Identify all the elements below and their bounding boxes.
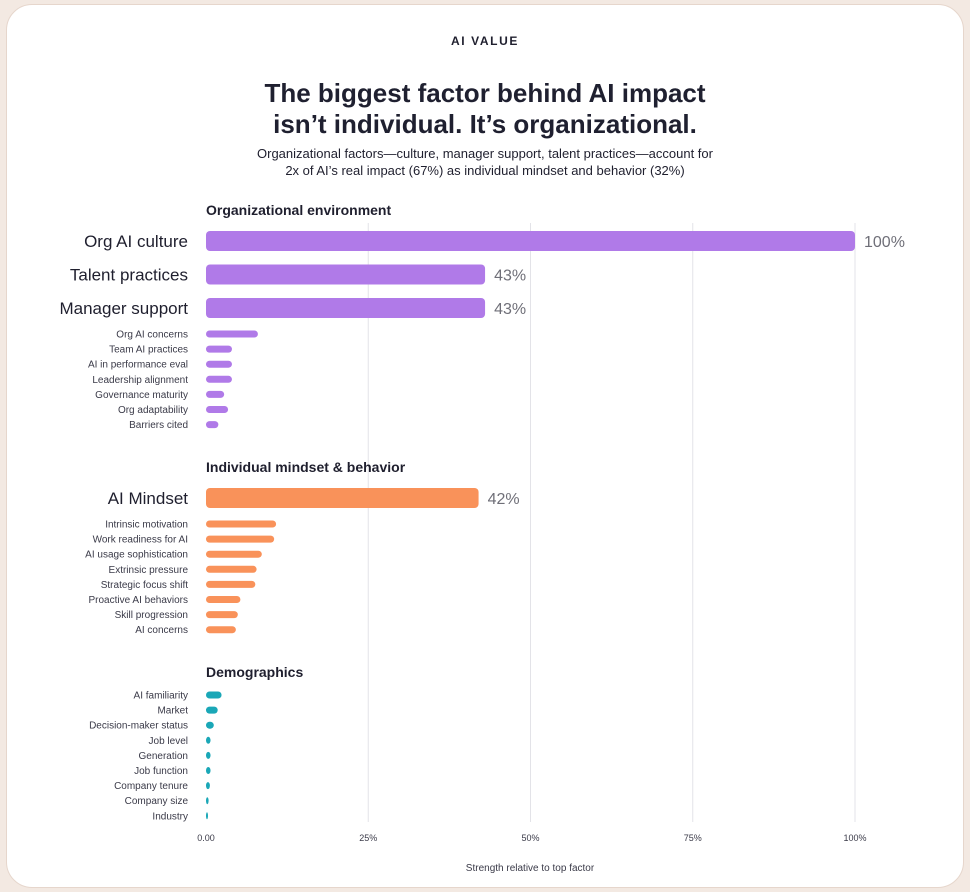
chart-title: The biggest factor behind AI impact isn’… (0, 78, 970, 140)
bar (206, 421, 219, 429)
group-header: Individual mindset & behavior (206, 459, 406, 475)
bar-label: Team AI practices (109, 345, 188, 356)
bar-label: AI familiarity (134, 691, 188, 702)
bar (206, 797, 209, 805)
x-tick-label: 25% (359, 833, 377, 843)
chart-subtitle-line-2: 2x of AI’s real impact (67%) as individu… (285, 163, 685, 178)
bar (206, 721, 214, 729)
group-header: Organizational environment (206, 202, 391, 218)
bar (206, 580, 256, 588)
bar-label: Governance maturity (95, 390, 188, 401)
bar (206, 488, 479, 508)
bar-label: Proactive AI behaviors (89, 595, 189, 606)
bar (206, 626, 236, 634)
bar (206, 736, 211, 744)
bar-label: AI usage sophistication (85, 550, 188, 561)
bar (206, 360, 232, 368)
chart-card (6, 4, 964, 888)
bar-label: Extrinsic pressure (109, 565, 189, 576)
bar-value-label: 42% (488, 491, 520, 508)
x-tick-label: 100% (843, 833, 866, 843)
chart-subtitle-line-1: Organizational factors—culture, manager … (257, 146, 713, 161)
x-tick-label: 0.00 (197, 833, 215, 843)
bar (206, 596, 241, 603)
x-tick-label: 50% (521, 833, 539, 843)
bar (206, 767, 211, 774)
bar-label: Org adaptability (118, 405, 188, 416)
bar (206, 330, 258, 338)
bar-label: Barriers cited (129, 420, 188, 431)
group-header: Demographics (206, 664, 303, 680)
bar (206, 611, 238, 619)
chart-title-line-2: isn’t individual. It’s organizational. (273, 109, 697, 139)
bar-label: Generation (139, 751, 188, 762)
bar (206, 406, 229, 413)
x-axis-label: Strength relative to top factor (466, 863, 595, 874)
chart-title-line-1: The biggest factor behind AI impact (264, 78, 706, 108)
bar-label: Manager support (59, 299, 188, 318)
bar (206, 520, 277, 528)
bar (206, 550, 262, 558)
bar-label: Industry (152, 811, 188, 822)
bar (206, 706, 218, 714)
bar-label: Decision-maker status (89, 721, 188, 732)
bar-label: Job function (134, 766, 188, 777)
bar-value-label: 100% (864, 234, 905, 251)
bar-label: Org AI culture (84, 232, 188, 251)
bar-label: Org AI concerns (116, 330, 188, 341)
bar-label: Strategic focus shift (101, 580, 188, 591)
bar-value-label: 43% (494, 301, 526, 318)
bar-label: Intrinsic motivation (105, 520, 188, 531)
x-tick-label: 75% (684, 833, 702, 843)
bar (206, 345, 232, 353)
bar-label: Market (157, 706, 188, 717)
bar (206, 231, 855, 251)
bar-label: Leadership alignment (92, 375, 188, 386)
bar-label: Job level (149, 736, 188, 747)
bar (206, 751, 211, 759)
bar (206, 390, 225, 398)
bar-label: Company tenure (114, 781, 188, 792)
chart-subtitle: Organizational factors—culture, manager … (0, 145, 970, 179)
bar-label: AI concerns (135, 625, 188, 636)
bar-label: AI in performance eval (88, 360, 188, 371)
bar-label: Work readiness for AI (93, 535, 188, 546)
bar (206, 535, 275, 543)
bar-label: AI Mindset (108, 489, 189, 508)
bar (206, 812, 208, 820)
bar-label: Talent practices (70, 266, 188, 285)
section-kicker: AI VALUE (451, 34, 519, 48)
bar (206, 264, 486, 285)
bar-label: Company size (125, 796, 189, 807)
bar-value-label: 43% (494, 268, 526, 285)
bar (206, 782, 210, 790)
bar (206, 375, 232, 383)
bar (206, 691, 222, 699)
bar-label: Skill progression (115, 610, 188, 621)
bar (206, 298, 486, 318)
bar (206, 565, 257, 573)
